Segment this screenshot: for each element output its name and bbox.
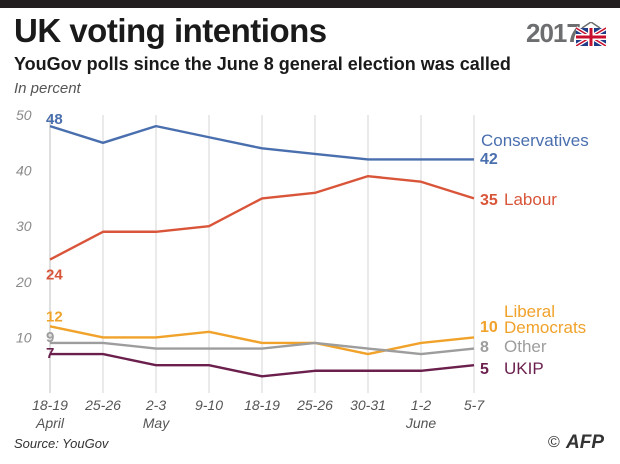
source-note: Source: YouGov bbox=[14, 436, 109, 451]
start-value-label: 24 bbox=[46, 267, 63, 284]
afp-logo: © AFP bbox=[548, 432, 612, 456]
series-label-other: Other bbox=[504, 337, 547, 356]
x-tick-label: 25-26 bbox=[296, 397, 333, 413]
chart-subtitle: YouGov polls since the June 8 general el… bbox=[14, 54, 511, 74]
x-tick-label: 18-19 bbox=[244, 397, 280, 413]
y-tick-label: 10 bbox=[16, 329, 32, 345]
series-line-conservatives bbox=[49, 124, 474, 161]
end-value-label: 42 bbox=[480, 151, 498, 168]
x-tick-label: 2-3 bbox=[145, 397, 166, 413]
x-tick-label: 9-10 bbox=[195, 397, 223, 413]
y-tick-label: 30 bbox=[16, 218, 32, 234]
end-value-label: 5 bbox=[480, 361, 489, 378]
end-value-label: 10 bbox=[480, 319, 498, 336]
series-label-libdem-line2: Democrats bbox=[504, 318, 586, 337]
series-line-labour bbox=[49, 174, 475, 261]
start-value-label: 12 bbox=[46, 308, 63, 325]
x-tick-label: 1-2 bbox=[411, 397, 431, 413]
y-tick-label: 50 bbox=[16, 107, 32, 123]
chart-title: UK voting intentions bbox=[14, 12, 327, 49]
x-tick-label: 25-26 bbox=[84, 397, 121, 413]
x-month-label: May bbox=[143, 415, 170, 431]
start-value-label: 7 bbox=[46, 345, 54, 362]
series-label-conservatives: Conservatives bbox=[481, 131, 589, 150]
top-bar bbox=[0, 0, 620, 8]
start-value-label: 9 bbox=[46, 329, 54, 346]
start-value-label: 48 bbox=[46, 111, 63, 128]
series-label-libdem-line1: Liberal bbox=[504, 302, 555, 321]
unit-note: In percent bbox=[14, 80, 81, 97]
x-tick-label: 30-31 bbox=[350, 397, 386, 413]
x-month-label: June bbox=[405, 415, 437, 431]
x-month-label: April bbox=[35, 415, 65, 431]
y-tick-label: 40 bbox=[16, 163, 32, 179]
series-line-other bbox=[50, 341, 475, 356]
election-badge: 2017 bbox=[526, 18, 606, 48]
x-tick-label: 5-7 bbox=[464, 397, 485, 413]
x-tick-label: 18-19 bbox=[32, 397, 68, 413]
series-line-ukip bbox=[50, 352, 475, 378]
series-label-labour: Labour bbox=[504, 190, 557, 209]
y-tick-label: 20 bbox=[15, 274, 32, 290]
union-flag-envelope-icon bbox=[576, 22, 606, 46]
badge-year: 2017 bbox=[526, 18, 581, 48]
copyright-symbol: © bbox=[548, 434, 560, 451]
end-value-label: 8 bbox=[480, 339, 489, 356]
end-value-label: 35 bbox=[480, 192, 498, 209]
series-line-liberal-democrats bbox=[49, 325, 475, 356]
afp-wordmark: AFP bbox=[566, 432, 604, 453]
series-label-ukip: UKIP bbox=[504, 359, 544, 378]
